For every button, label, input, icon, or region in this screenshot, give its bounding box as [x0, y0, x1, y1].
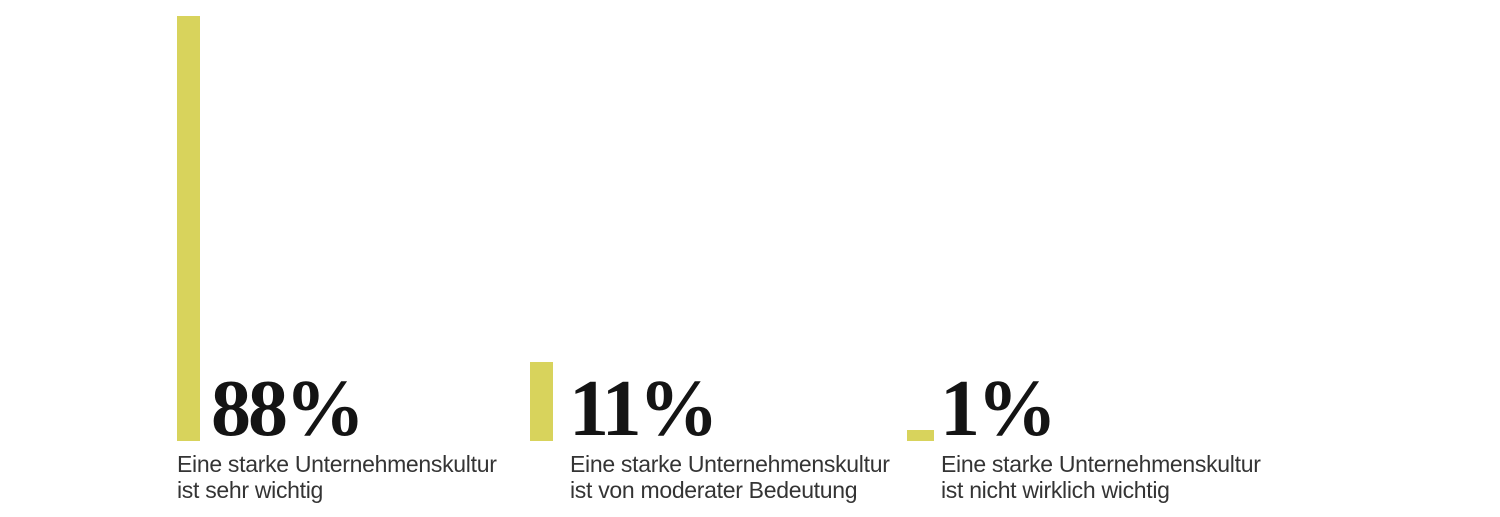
bar — [530, 362, 553, 441]
value-label: 11% — [569, 365, 719, 453]
caption-line2: ist nicht wirklich wichtig — [941, 477, 1170, 503]
bar — [907, 430, 934, 441]
value-label: 88% — [211, 365, 365, 453]
bar — [177, 16, 200, 441]
caption-line1: Eine starke Unternehmenskultur — [941, 451, 1261, 477]
bar-caption: Eine starke Unternehmenskultur ist von m… — [570, 451, 890, 503]
caption-line2: ist von moderater Bedeutung — [570, 477, 858, 503]
caption-line1: Eine starke Unternehmenskultur — [177, 451, 497, 477]
caption-line1: Eine starke Unternehmenskultur — [570, 451, 890, 477]
bar-caption: Eine starke Unternehmenskultur ist nicht… — [941, 451, 1261, 503]
value-label: 1% — [940, 365, 1057, 453]
caption-line2: ist sehr wichtig — [177, 477, 324, 503]
bar-caption: Eine starke Unternehmenskultur ist sehr … — [177, 451, 497, 503]
